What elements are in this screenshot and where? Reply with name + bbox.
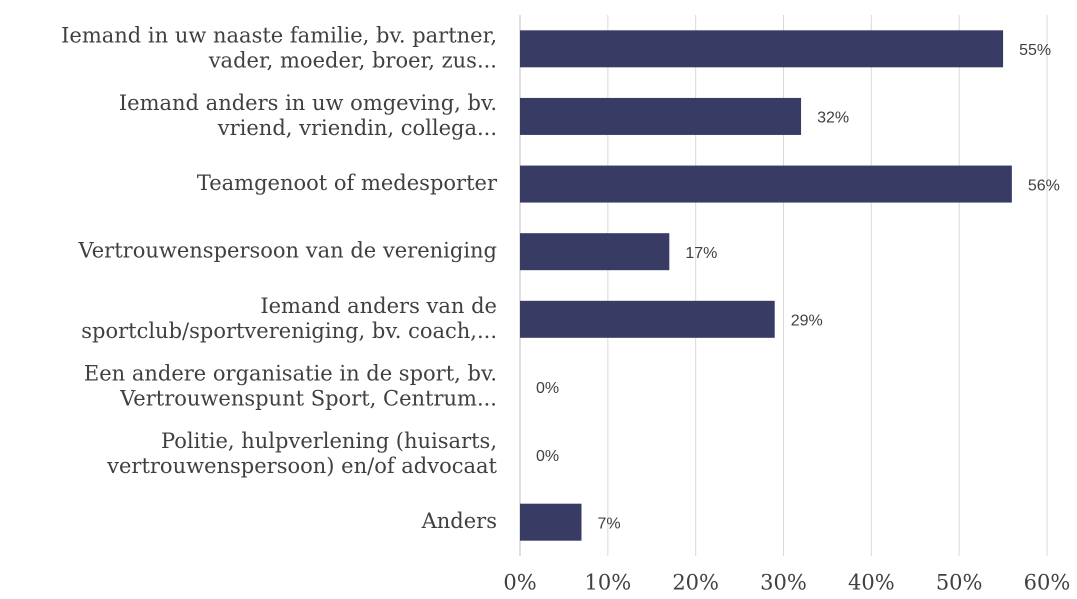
category-line: vriend, vriendin, collega... [217,115,497,139]
category-line: vader, moeder, broer, zus... [208,48,497,72]
category-line: Anders [421,509,497,533]
value-label: 7% [597,515,620,532]
category-line: Iemand anders in uw omgeving, bv. [119,90,497,114]
x-tick-label: 50% [936,571,983,595]
value-label: 0% [536,380,559,397]
bar [520,165,1012,203]
category-label: Anders [421,509,497,533]
value-label: 56% [1028,177,1060,194]
category-label: Vertrouwenspersoon van de vereniging [78,238,497,262]
category-line: Teamgenoot of medesporter [197,171,498,195]
category-line: sportclub/sportvereniging, bv. coach,... [81,318,497,342]
category-label: Iemand in uw naaste familie, bv. partner… [61,23,497,72]
x-tick-label: 20% [672,571,719,595]
bar [520,300,775,338]
value-label: 0% [536,448,559,465]
value-label: 29% [791,313,823,330]
category-label: Politie, hulpverlening (huisarts, vertrou… [106,429,497,478]
bar [520,503,582,541]
category-line: Iemand in uw naaste familie, bv. partner… [61,23,497,47]
category-line: Een andere organisatie in de sport, bv. [84,361,497,385]
value-label: 17% [685,245,717,262]
category-line: Vertrouwenspersoon van de vereniging [78,238,497,262]
category-line: Vertrouwenspunt Sport, Centrum... [119,386,497,410]
category-line: Politie, hulpverlening (huisarts, [161,429,497,453]
category-label: Een andere organisatie in de sport, bv. V… [84,361,497,410]
bar [520,30,1004,68]
category-label: Iemand anders van de sportclub/sportveren… [81,293,497,342]
x-tick-label: 10% [584,571,631,595]
x-tick-label: 40% [848,571,895,595]
value-label: 32% [817,110,849,127]
category-line: Iemand anders van de [260,293,497,317]
category-label: Iemand anders in uw omgeving, bv. vriend,… [119,90,497,139]
category-line: vertrouwenspersoon) en/of advocaat [106,454,497,478]
bar [520,97,802,135]
x-tick-label: 60% [1024,571,1071,595]
value-label: 55% [1019,42,1051,59]
x-tick-label: 0% [503,571,536,595]
category-label: Teamgenoot of medesporter [197,171,498,195]
x-tick-label: 30% [760,571,807,595]
bar [520,233,670,271]
